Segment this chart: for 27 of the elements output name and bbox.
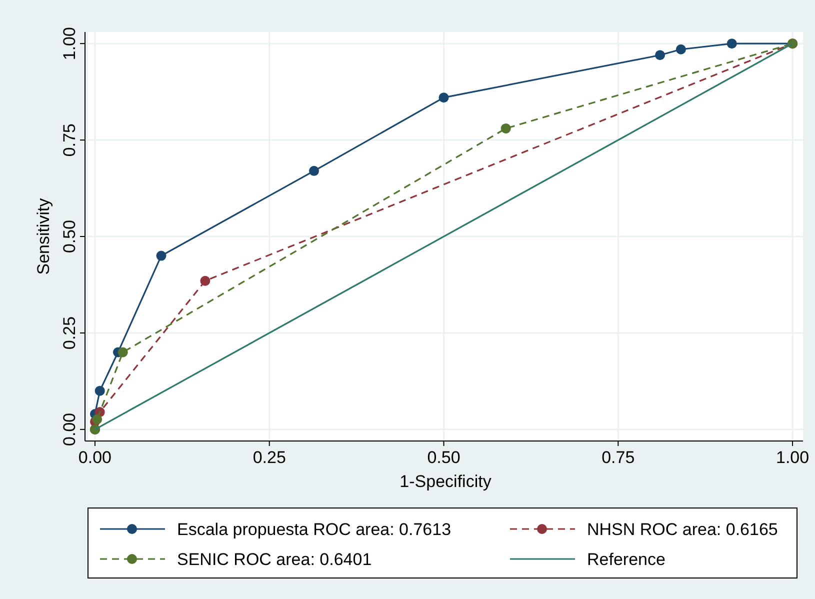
point <box>94 386 105 396</box>
point <box>200 276 210 286</box>
point <box>156 250 166 261</box>
point <box>500 123 511 134</box>
legend-label: SENIC ROC area: 0.6401 <box>177 550 372 569</box>
point <box>438 92 449 103</box>
y-tick-label: 0.25 <box>60 316 79 350</box>
y-axis-title: Sensitivity <box>34 198 53 275</box>
point <box>92 414 102 424</box>
x-tick-label: 0.25 <box>252 448 286 467</box>
x-tick-label: 0.75 <box>602 448 635 467</box>
x-tick-label: 0.00 <box>78 448 112 467</box>
point <box>726 38 737 49</box>
legend-label: NHSN ROC area: 0.6165 <box>587 520 778 539</box>
x-tick-label: 1.00 <box>776 448 810 467</box>
y-tick-label: 0.00 <box>60 412 79 446</box>
x-axis-title: 1-Specificity <box>400 472 492 491</box>
y-tick-label: 1.00 <box>60 27 79 60</box>
point <box>118 347 128 358</box>
point <box>676 44 686 54</box>
legend-label: Escala propuesta ROC area: 0.7613 <box>177 520 452 539</box>
y-tick-label: 0.50 <box>60 220 79 254</box>
x-tick-label: 0.50 <box>427 448 460 467</box>
legend-label: Reference <box>587 550 666 569</box>
point <box>309 166 320 176</box>
point <box>655 50 665 60</box>
y-tick-label: 0.75 <box>60 123 79 157</box>
